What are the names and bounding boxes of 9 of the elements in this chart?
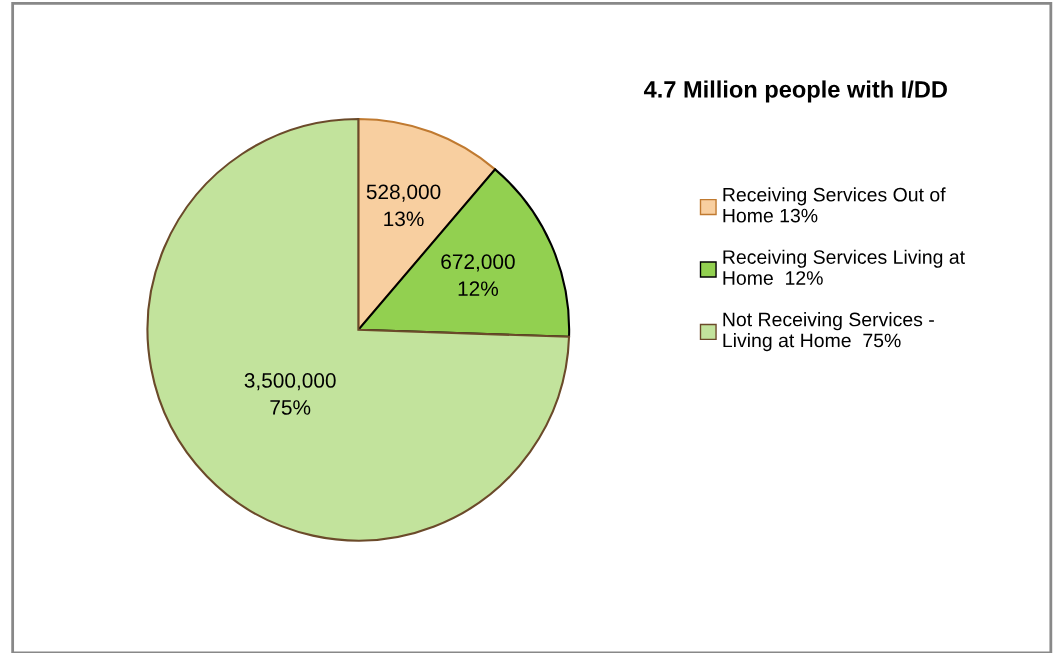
- legend-label: Receiving Services Out of Home 13%: [723, 187, 946, 223]
- data-label: 672,000 12%: [441, 254, 515, 296]
- legend-label: Receiving Services Living at Home 12%: [723, 249, 965, 285]
- pie-slice: [146, 117, 571, 542]
- data-label: 3,500,000 75%: [244, 373, 336, 415]
- pie-slice: [357, 168, 571, 338]
- chart-title: 4.7 Million people with I/DD: [643, 80, 947, 103]
- data-label: 528,000 13%: [366, 184, 441, 227]
- legend-label: Not Receiving Services - Living at Home 75%: [723, 312, 934, 352]
